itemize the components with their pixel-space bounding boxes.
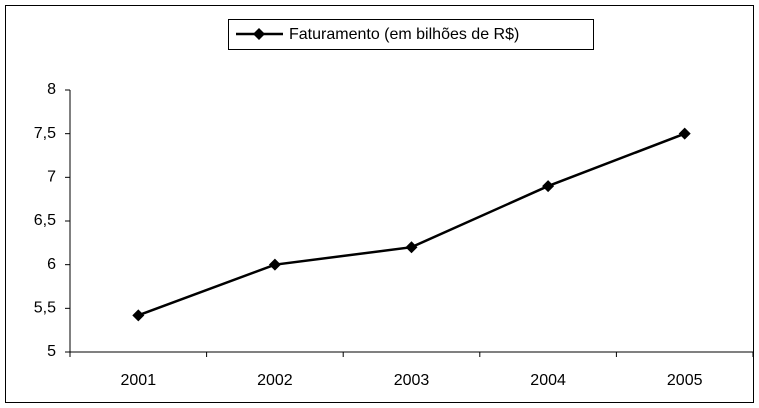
point-marker — [678, 127, 691, 140]
point-marker — [405, 241, 418, 254]
y-tick-label: 8 — [47, 81, 56, 98]
y-tick-label: 5 — [47, 343, 56, 360]
x-tick-label: 2002 — [257, 372, 293, 389]
legend-label: Faturamento (em bilhões de R$) — [289, 26, 519, 43]
x-tick-label: 2001 — [121, 372, 157, 389]
point-marker — [132, 309, 145, 322]
x-tick-label: 2004 — [530, 372, 566, 389]
y-tick-label: 5,5 — [34, 300, 56, 317]
point-marker — [268, 258, 281, 271]
point-marker — [542, 180, 555, 193]
x-tick-label: 2005 — [667, 372, 703, 389]
legend-marker — [253, 28, 265, 40]
y-tick-label: 6 — [47, 256, 56, 273]
y-tick-label: 7 — [47, 169, 56, 186]
y-tick-label: 6,5 — [34, 212, 56, 229]
legend-box — [228, 19, 594, 50]
y-tick-label: 7,5 — [34, 125, 56, 142]
x-tick-label: 2003 — [394, 372, 430, 389]
chart-border — [5, 5, 754, 403]
